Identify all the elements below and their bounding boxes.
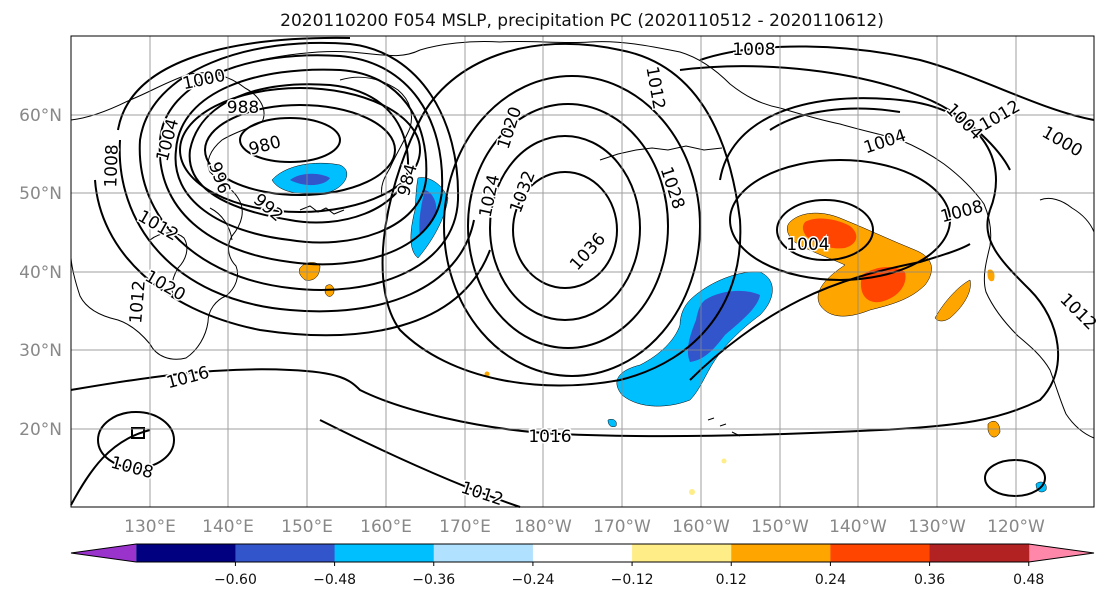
coastline-kurils <box>299 205 345 215</box>
colorbar-extend-low <box>71 544 137 562</box>
lon-label: 140°W <box>829 517 887 537</box>
colorbar-tick-label: −0.12 <box>611 572 654 588</box>
colorbar-segment <box>830 544 931 562</box>
precip-dot-3 <box>484 371 490 377</box>
isobar-992 <box>188 83 410 224</box>
isobar-1020 <box>381 42 742 387</box>
lon-label: 160°E <box>360 517 412 537</box>
isobar-label: 1008 <box>732 40 775 60</box>
lon-label: 170°E <box>439 517 491 537</box>
graticule <box>71 36 1094 507</box>
colorbar-segment <box>235 544 336 562</box>
colorbar-segment <box>632 544 732 562</box>
isobar-1024 <box>443 75 701 377</box>
coastline-alaska <box>419 40 1095 439</box>
isobar-1012-west <box>94 179 491 337</box>
colorbar-tick-label: −0.36 <box>412 572 455 588</box>
isobar-1004-north <box>679 65 1011 171</box>
precip-area-california-orange <box>934 279 971 322</box>
colorbar-extend-high <box>1028 544 1094 562</box>
colorbar-segment <box>532 544 633 562</box>
lon-label: 180°W <box>514 517 572 537</box>
coastline-north-asia <box>259 49 421 61</box>
isobar-1008-south <box>97 411 175 469</box>
lat-label: 30°N <box>19 341 62 361</box>
colorbar-segment <box>433 544 534 562</box>
isobar-996 <box>174 68 428 244</box>
precip-area-gulf-alaska-core <box>802 218 857 249</box>
isobar-label: 1016 <box>528 427 571 447</box>
coastline-korea-japan <box>149 207 233 299</box>
precip-area-japan-orange <box>298 262 321 281</box>
coastline-asia <box>70 72 265 360</box>
longitude-labels: 130°E 140°E 150°E 160°E 170°E 180°W 170°… <box>124 517 1045 537</box>
latitude-labels: 60°N 50°N 40°N 30°N 20°N <box>19 106 62 440</box>
precip-area-gulf-alaska-core-2 <box>860 266 906 303</box>
isobars <box>70 36 1095 508</box>
isobar-984 <box>204 104 396 196</box>
isobar-1008-gulf <box>729 159 951 281</box>
figure-title: 2020110200 F054 MSLP, precipitation PC (… <box>280 11 884 31</box>
precip-area-okhotsk-core <box>290 173 330 186</box>
coastline-northwest <box>1039 197 1095 233</box>
map-frame <box>70 35 1095 508</box>
lon-label: 170°W <box>593 517 651 537</box>
isobar-label: 988 <box>227 98 259 118</box>
isobar-980 <box>239 117 341 163</box>
isobar-label: 1008 <box>101 144 122 188</box>
lon-label: 140°E <box>202 517 254 537</box>
lat-label: 40°N <box>19 263 62 283</box>
isobar-988 <box>179 87 421 213</box>
lon-label: 150°W <box>751 517 809 537</box>
isobar-1012-east <box>769 107 901 131</box>
isobar-1012-southeast <box>984 459 1046 497</box>
precip-area-small-blue-1 <box>607 419 617 427</box>
colorbar-segment <box>731 544 831 562</box>
isobar-1008-west <box>117 36 475 313</box>
colorbar-tick-label: −0.48 <box>313 572 356 588</box>
precip-dot-2 <box>721 458 727 464</box>
lon-label: 160°W <box>672 517 730 537</box>
isobar-label: 1004 <box>786 235 829 255</box>
precip-area-central-pacific-core <box>687 290 760 362</box>
lon-label: 150°E <box>281 517 333 537</box>
isobar-1012-gulf <box>719 97 997 211</box>
isobar-1028 <box>467 103 669 349</box>
isobar-1004-gulf <box>776 199 874 261</box>
lon-label: 120°W <box>987 517 1045 537</box>
isobar-1016 <box>70 209 1060 438</box>
isobar-1000-north <box>699 45 1095 121</box>
isobar-1032 <box>489 135 641 321</box>
colorbar-outline <box>70 543 1095 563</box>
isobar-1000 <box>158 54 444 266</box>
isobar-1004-south <box>131 427 145 439</box>
colorbar-tick-label: −0.60 <box>214 572 257 588</box>
precip-dot-1 <box>689 489 695 495</box>
colorbar: −0.60 −0.48 −0.36 −0.24 −0.12 0.12 0.24 0.36 0.4… <box>70 543 1095 588</box>
isobar-1004 <box>138 41 460 291</box>
lat-label: 50°N <box>19 184 62 204</box>
colorbar-tick-label: 0.12 <box>716 572 747 588</box>
isobar-1012-south <box>70 419 521 508</box>
colorbar-segment <box>136 544 236 562</box>
lat-label: 60°N <box>19 106 62 126</box>
colorbar-segment <box>929 544 1030 562</box>
isobar-1036 <box>512 171 618 289</box>
colorbar-segment <box>334 544 435 562</box>
isobar-label: 1012 <box>126 280 150 325</box>
colorbar-tick-label: 0.36 <box>914 572 945 588</box>
colorbar-tick-label: 0.24 <box>815 572 846 588</box>
lat-label: 20°N <box>19 420 62 440</box>
isobar-front <box>689 243 971 381</box>
precip-area-kamchatka-core <box>419 190 437 236</box>
colorbar-tick-label: −0.24 <box>511 572 554 588</box>
lon-label: 130°W <box>908 517 966 537</box>
colorbar-tick-label: 0.48 <box>1013 572 1044 588</box>
lon-label: 130°E <box>124 517 176 537</box>
